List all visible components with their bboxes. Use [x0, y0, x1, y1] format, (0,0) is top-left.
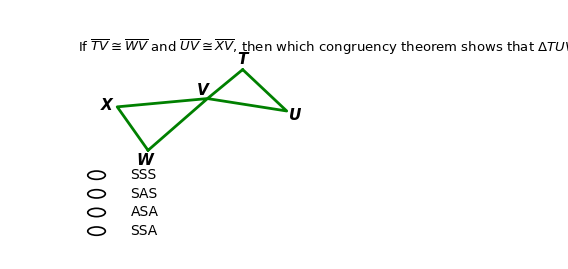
Text: X: X — [101, 98, 113, 113]
Text: T: T — [237, 52, 248, 67]
Text: ASA: ASA — [131, 206, 158, 220]
Text: If $\overline{TV} \cong \overline{WV}$ and $\overline{UV} \cong \overline{XV}$, : If $\overline{TV} \cong \overline{WV}$ a… — [78, 37, 568, 57]
Text: U: U — [289, 108, 302, 123]
Text: W: W — [136, 153, 153, 168]
Text: SSS: SSS — [131, 168, 157, 182]
Text: SAS: SAS — [131, 187, 158, 201]
Text: SSA: SSA — [131, 224, 158, 238]
Text: V: V — [197, 83, 209, 98]
